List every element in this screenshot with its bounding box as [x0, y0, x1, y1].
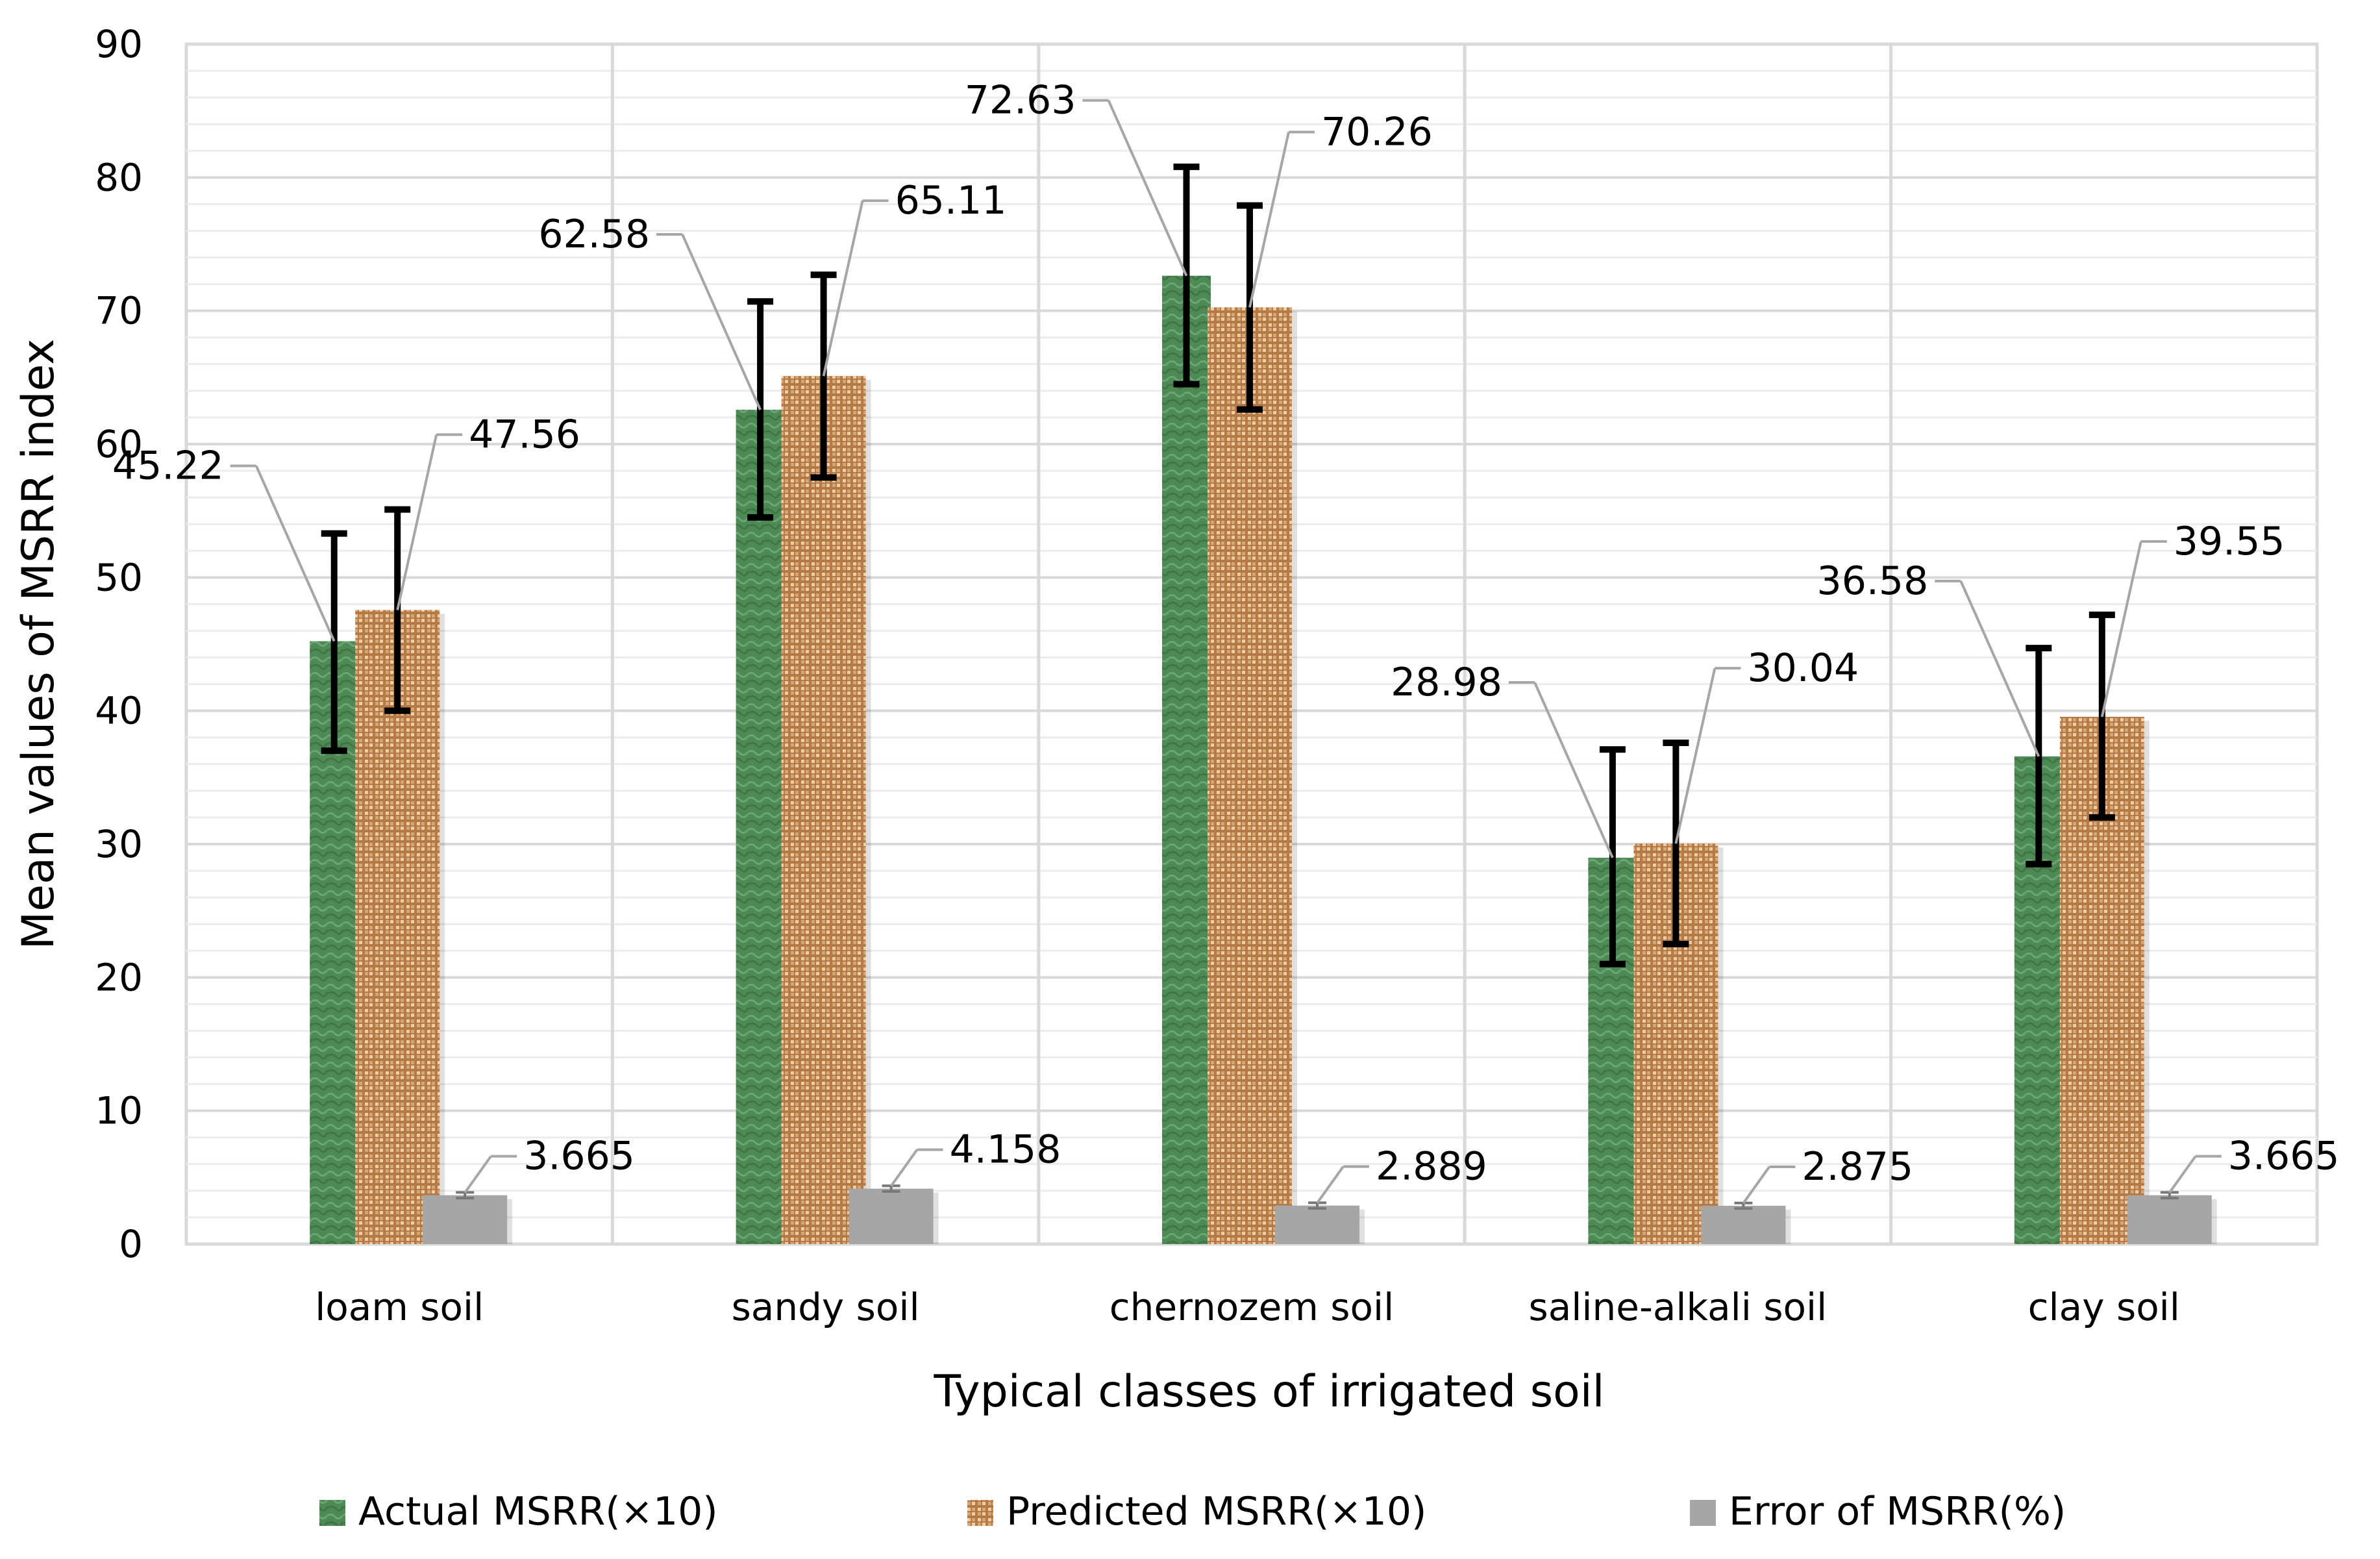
data-label: 72.63 [965, 78, 1076, 123]
bar-error [849, 1188, 934, 1244]
data-label: 3.665 [523, 1134, 635, 1179]
leader-line [1959, 580, 2040, 757]
data-label: 3.665 [2228, 1134, 2340, 1179]
y-tick-label: 50 [95, 555, 143, 599]
data-label: 4.158 [950, 1127, 1061, 1173]
data-label: 65.11 [895, 178, 1007, 223]
x-category-label: loam soil [315, 1285, 484, 1329]
leader-line [1742, 1166, 1771, 1204]
leader-line [396, 434, 438, 610]
legend-swatch-predicted [967, 1500, 993, 1526]
bar-error [423, 1195, 508, 1244]
y-tick-label: 30 [95, 822, 143, 866]
data-label: 30.04 [1747, 645, 1859, 691]
y-tick-label: 20 [95, 955, 143, 999]
leader-line [254, 465, 336, 642]
bars-layer [310, 163, 2217, 1245]
data-labels-layer: 45.22 62.58 72.63 28.98 36.58 47.56 65.11 70.26… [112, 78, 2340, 1204]
legend-label-predicted: Predicted MSRR(×10) [1006, 1489, 1426, 1534]
leader-line [1533, 682, 1614, 858]
leader-line [464, 1155, 492, 1193]
x-category-label: clay soil [2028, 1285, 2180, 1329]
leader-line [681, 234, 762, 410]
bar-predicted [1208, 307, 1292, 1244]
y-tick-label: 80 [95, 155, 143, 199]
bar-actual [1162, 275, 1211, 1244]
legend-swatch-actual [319, 1500, 345, 1526]
x-axis-title: Typical classes of irrigated soil [933, 1366, 1604, 1417]
leader-line [822, 200, 864, 377]
y-tick-label: 70 [95, 289, 143, 333]
y-axis-ticks: 0 10 20 30 40 50 60 70 80 90 [95, 22, 143, 1266]
y-tick-label: 40 [95, 689, 143, 733]
data-label: 2.889 [1376, 1144, 1487, 1190]
legend: Actual MSRR(×10) Predicted MSRR(×10) Err… [319, 1489, 2066, 1534]
bar-error [1701, 1205, 1786, 1244]
legend-swatch-error [1690, 1500, 1716, 1526]
bar-error [1275, 1205, 1359, 1244]
y-tick-label: 90 [95, 22, 143, 66]
data-label: 36.58 [1817, 558, 1929, 604]
leader-line [1248, 131, 1290, 308]
bar-predicted [781, 376, 866, 1244]
data-label: 28.98 [1391, 660, 1502, 705]
legend-label-error: Error of MSRR(%) [1729, 1489, 2066, 1534]
x-category-label: saline-alkali soil [1529, 1285, 1828, 1329]
data-label: 70.26 [1321, 109, 1433, 155]
y-tick-label: 10 [95, 1089, 143, 1133]
y-tick-label: 60 [95, 422, 143, 466]
x-axis-categories: loam soil sandy soil chernozem soil saline-… [315, 1285, 2180, 1329]
leader-line [2100, 541, 2142, 717]
leader-line [889, 1149, 919, 1187]
data-label: 47.56 [469, 412, 580, 457]
x-category-label: chernozem soil [1109, 1285, 1394, 1329]
bar-error [2127, 1195, 2212, 1244]
bar-predicted [355, 610, 440, 1244]
x-category-label: sandy soil [732, 1285, 920, 1329]
y-tick-label: 0 [119, 1222, 143, 1266]
legend-label-actual: Actual MSRR(×10) [358, 1489, 718, 1534]
data-label: 62.58 [538, 212, 650, 257]
leader-line [1107, 99, 1188, 277]
data-label: 39.55 [2174, 519, 2285, 564]
leader-line [1316, 1166, 1345, 1204]
leader-line [1674, 667, 1717, 844]
bar-actual [736, 410, 785, 1245]
data-label: 45.22 [112, 443, 224, 488]
leader-line [2168, 1155, 2197, 1193]
data-label: 2.875 [1802, 1144, 1913, 1190]
y-axis-title: Mean values of MSRR index [13, 339, 64, 950]
